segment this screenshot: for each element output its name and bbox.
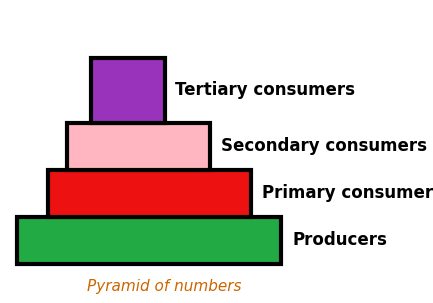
Text: Pyramid of numbers: Pyramid of numbers [87, 279, 241, 294]
Text: Producers: Producers [292, 231, 387, 249]
Text: Tertiary consumers: Tertiary consumers [175, 81, 355, 99]
Text: Secondary consumers: Secondary consumers [221, 137, 427, 155]
Text: Primary consumers: Primary consumers [262, 184, 433, 202]
Bar [17, 217, 281, 264]
Bar [91, 58, 165, 123]
Bar [67, 123, 210, 170]
Bar [48, 170, 251, 217]
